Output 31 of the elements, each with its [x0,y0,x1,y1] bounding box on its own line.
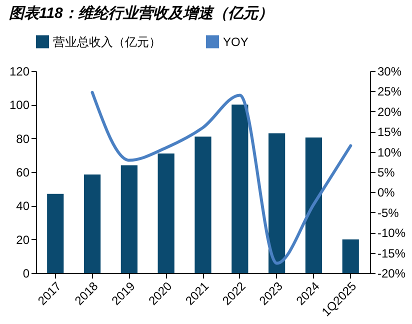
bar [47,194,64,273]
bar [194,136,212,273]
y2-tick-label: 25% [378,84,402,99]
bar [342,239,359,273]
y-tick-label: 40 [16,199,30,214]
bar [84,174,101,273]
y-tick-label: 20 [16,232,30,247]
y2-tick-label: -5% [378,206,400,220]
y2-tick-label: 20% [378,104,402,119]
y2-tick-label: 15% [378,125,402,140]
y2-tick-label: -20% [378,266,406,280]
legend-label: YOY [223,34,248,49]
y-tick-label: 0 [22,266,30,280]
bar [305,137,322,273]
line-series [90,90,352,265]
bar [120,165,138,273]
y2-tick-label: 30% [378,64,402,78]
bar [232,104,248,273]
bar [268,133,286,273]
y-tick-label: 60 [16,166,30,180]
legend-label: 营业总收入（亿元） [53,34,161,49]
y-tick-label: 120 [9,64,30,78]
y2-tick-label: 10% [378,145,402,160]
y2-tick-label: 5% [378,166,396,180]
bar [158,153,174,273]
y2-tick-label: 0% [378,186,396,200]
chart-title: 图表118：维纶行业营收及增速（亿元） [8,4,273,22]
y-tick-label: 100 [9,98,30,112]
y-tick-label: 80 [16,132,30,146]
y2-tick-label: -10% [378,226,406,240]
y2-tick-label: -15% [378,246,406,260]
